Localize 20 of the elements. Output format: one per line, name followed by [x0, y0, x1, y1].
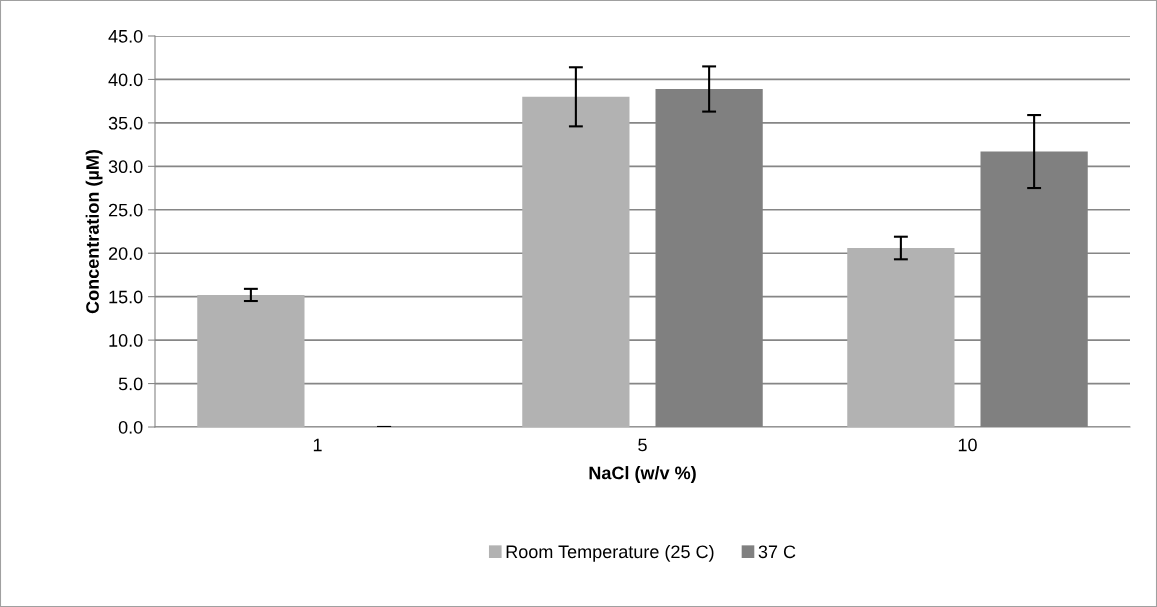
legend-label: Room Temperature (25 C) [506, 544, 714, 562]
x-tick-label: 10 [958, 438, 977, 452]
y-tick-label: 35.0 [108, 116, 143, 130]
y-tick-label: 20.0 [108, 247, 143, 260]
bar [522, 96, 630, 427]
y-tick-label: 45.0 [108, 29, 143, 43]
y-tick-label: 25.0 [108, 203, 143, 217]
x-tick-label: 1 [313, 438, 322, 452]
y-axis-title: Concentration (µM) [85, 149, 103, 314]
y-tick-label: 30.0 [108, 160, 143, 174]
legend-label: 37 C [758, 545, 796, 559]
x-tick-label: 5 [638, 438, 647, 452]
y-tick-label: 40.0 [108, 73, 143, 87]
y-tick-label: 10.0 [109, 334, 143, 347]
y-tick-label: 15.0 [109, 290, 143, 304]
x-axis-title: NaCl (w/v %) [589, 466, 696, 483]
y-tick-label: 5.0 [118, 377, 143, 391]
y-tick-label: 0.0 [118, 420, 143, 434]
bar [847, 248, 955, 427]
bar [197, 294, 305, 427]
